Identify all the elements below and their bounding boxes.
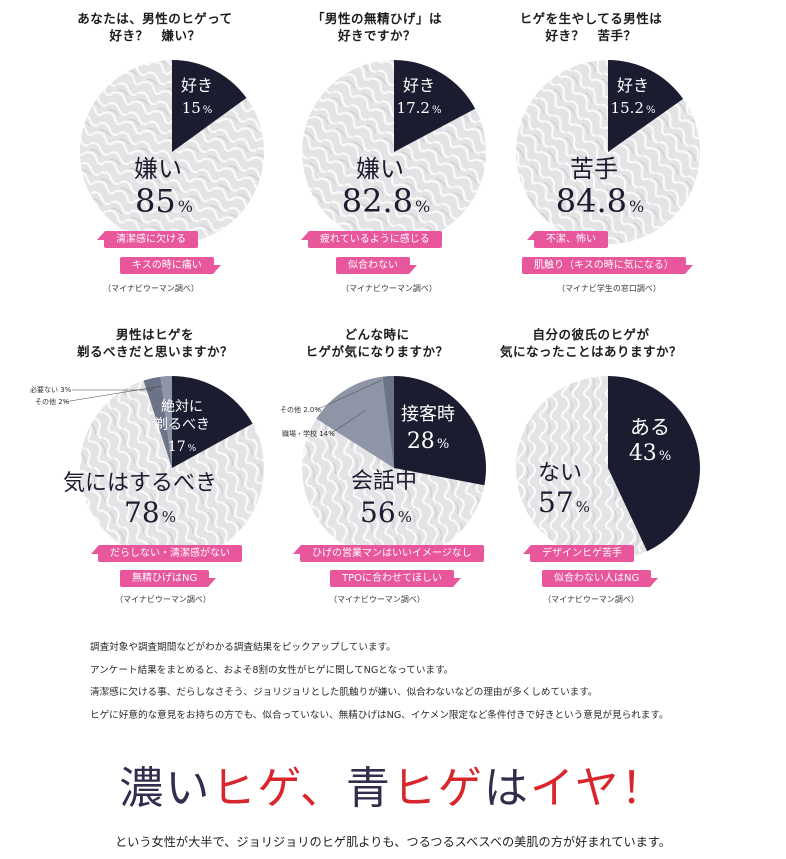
- headline-part: ヒゲ、: [211, 763, 346, 814]
- reason-tag: 清潔感に欠ける: [97, 231, 198, 248]
- question-line: 男性はヒゲを: [115, 327, 194, 342]
- pie-slice: [160, 376, 172, 468]
- question-line: ヒゲが気になりますか？: [305, 344, 449, 359]
- question-line: 「男性の無精ひげ」は: [311, 11, 442, 26]
- slice-label: 必要ない 3%: [30, 385, 72, 394]
- pie-slice: [382, 376, 394, 468]
- headline-part: イヤ！: [529, 763, 667, 814]
- slice-value: 85%: [135, 182, 193, 220]
- question-line: 剃るべきだと思いますか？: [76, 344, 233, 359]
- summary-notes: 調査対象や調査期間などがわかる調査結果をピックアップしています。 アンケート結果…: [90, 637, 730, 727]
- chart-panel-2: 「男性の無精ひげ」は 好きですか？ 好き 17.2% 嫌い 82.8% 疲れているよう…: [246, 10, 508, 310]
- slice-label: 職場・学校 14%: [282, 429, 335, 438]
- pie-slice: [172, 376, 253, 468]
- leader-line: [329, 409, 367, 435]
- question-title: 男性はヒゲを 剃るべきだと思いますか？: [24, 326, 286, 360]
- slice-label: 嫌い: [134, 155, 182, 183]
- slice-label: 嫌い: [356, 155, 404, 183]
- question-title: 「男性の無精ひげ」は 好きですか？: [246, 10, 508, 44]
- reason-tag: 不潔、怖い: [527, 231, 608, 248]
- source-note: （マイナビウーマン調べ）: [341, 284, 437, 293]
- note-line: ヒゲに好意的な意見をお持ちの方でも、似合っていない、無精ひげはNG、イケメン限定…: [90, 709, 669, 721]
- source-note: （マイナビウーマン調べ）: [115, 595, 211, 604]
- source-note: （マイナビウーマン調べ）: [329, 595, 425, 604]
- reason-tag: TPOに合わせてほしい: [330, 570, 462, 587]
- slice-label: その他 2%: [35, 397, 70, 406]
- question-title: ヒゲを生やしてる男性は 好き？ 苦手？: [460, 10, 722, 44]
- note-line: 清潔感に欠ける事、だらしなさそう、ジョリジョリとした肌触りが嫌い、似合わないなど…: [90, 687, 598, 698]
- question-line: 好き？ 嫌い？: [109, 28, 201, 43]
- reason-tag: デザインヒゲ苦手: [523, 545, 634, 562]
- pie-slice: [394, 376, 486, 486]
- slice-label: 絶対に: [161, 399, 203, 415]
- reason-tag: 無精ひげはNG: [120, 570, 217, 587]
- question-title: どんな時に ヒゲが気になりますか？: [246, 326, 508, 360]
- note-line: アンケート結果をまとめると、およそ8割の女性がヒゲに関してNGとなっています。: [90, 664, 454, 676]
- question-line: 好きですか？: [337, 28, 416, 43]
- slice-label: その他 2.0%: [280, 405, 321, 414]
- pie-slice: [316, 376, 394, 468]
- slice-label: 会話中: [351, 469, 417, 494]
- chart-panel-4: 男性はヒゲを 剃るべきだと思いますか？ 絶対に 剃るべき 17% 気にはするべき 78%…: [24, 326, 286, 626]
- slice-label: ない: [538, 461, 582, 486]
- reason-tag: 似合わない人はNG: [542, 570, 659, 587]
- headline-part: ヒゲ: [391, 763, 484, 814]
- source-note: （マイナビ学生の窓口調べ）: [557, 284, 661, 293]
- chart-panel-3: ヒゲを生やしてる男性は 好き？ 苦手？ 好き 15.2% 苦手 84.8% 不潔、怖い…: [460, 10, 722, 310]
- pie-slice: [172, 60, 247, 152]
- leader-line: [63, 385, 163, 403]
- question-title: 自分の彼氏のヒゲが 気になったことはありますか？: [460, 326, 722, 360]
- pie-slice: [394, 60, 476, 152]
- reason-tag: ひげの営業マンはいいイメージなし: [293, 545, 484, 562]
- slice-label: ある: [630, 415, 670, 439]
- question-line: 気になったことはありますか？: [499, 344, 682, 359]
- slice-label: 接客時: [401, 404, 455, 425]
- pie-slice: [608, 376, 700, 552]
- pie-slice: [608, 60, 684, 152]
- reason-tag: 似合わない: [336, 257, 417, 274]
- question-title: あなたは、男性のヒゲって 好き？ 嫌い？: [24, 10, 286, 44]
- chart-panel-5: どんな時に ヒゲが気になりますか？ 接客時 28% 会話中 56% その他 2.0% 職場…: [246, 326, 508, 626]
- reason-tag: 肌触り（キスの時に気になる）: [522, 257, 693, 274]
- slice-label: 好き: [403, 76, 435, 95]
- slice-label: 苦手: [570, 155, 618, 183]
- slice-label: 剃るべき: [154, 417, 210, 433]
- pie-slice: [143, 376, 172, 468]
- reason-tag: キスの時に痛い: [120, 257, 221, 274]
- question-line: あなたは、男性のヒゲって: [77, 11, 233, 26]
- question-line: 好き？ 苦手？: [545, 28, 637, 43]
- note-line: 調査対象や調査期間などがわかる調査結果をピックアップしています。: [90, 642, 396, 653]
- slice-label: 好き: [617, 76, 649, 95]
- reason-tag: だらしない・清潔感がない: [91, 545, 242, 562]
- question-line: どんな時に: [344, 327, 410, 342]
- headline-part: は: [483, 763, 530, 814]
- chart-panel-6: 自分の彼氏のヒゲが 気になったことはありますか？ ある 43% ない 57% デザイン…: [460, 326, 722, 626]
- chart-panel-1: あなたは、男性のヒゲって 好き？ 嫌い？ 好き 15% 嫌い 85% 清潔感に欠ける …: [24, 10, 286, 310]
- source-note: （マイナビウーマン調べ）: [103, 284, 199, 293]
- reason-tag: 疲れているように感じる: [301, 231, 442, 248]
- leader-line: [315, 379, 383, 411]
- question-line: ヒゲを生やしてる男性は: [519, 11, 663, 26]
- headline-part: 濃い: [119, 763, 212, 814]
- question-line: 自分の彼氏のヒゲが: [532, 327, 650, 342]
- slice-label: 好き: [181, 76, 213, 95]
- headline: 濃いヒゲ、青ヒゲはイヤ！: [0, 752, 786, 816]
- source-note: （マイナビウーマン調べ）: [543, 595, 639, 604]
- slice-label: 気にはするべき: [63, 471, 217, 496]
- headline-part: 青: [345, 763, 392, 814]
- subheadline: という女性が大半で、ジョリジョリのヒゲ肌よりも、つるつるスベスベの美肌の方が好ま…: [115, 835, 671, 849]
